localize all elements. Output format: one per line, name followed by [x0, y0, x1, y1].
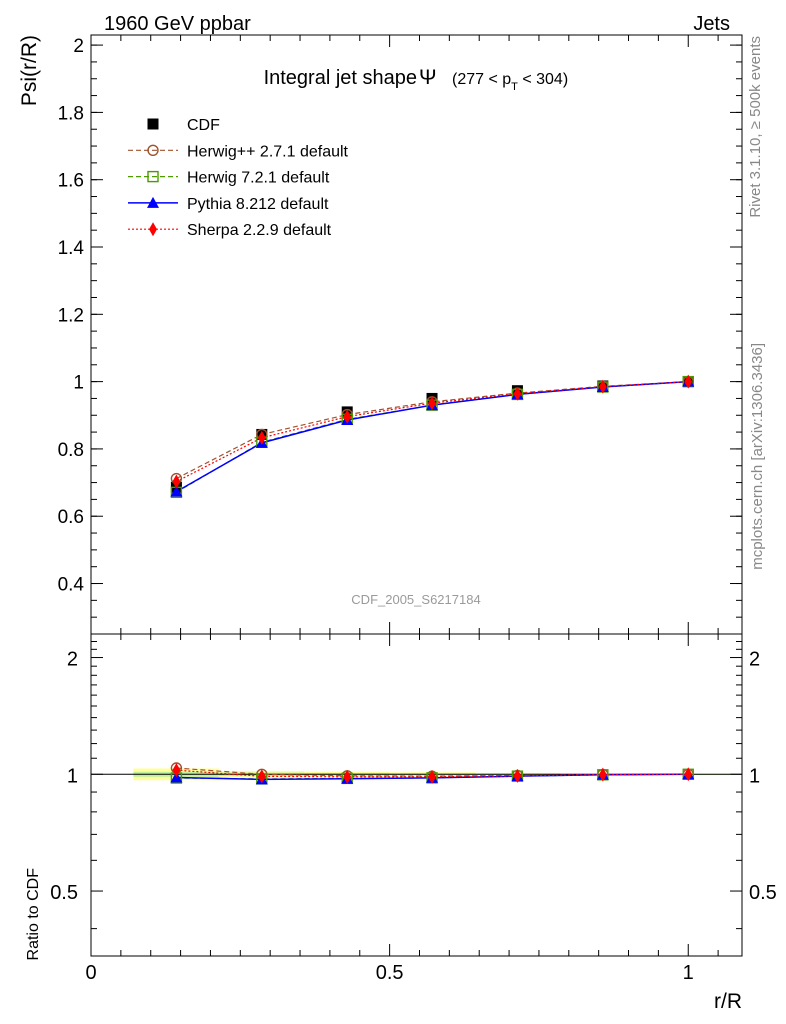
main-y-tick-label: 2 [73, 36, 84, 57]
main-point-sherpa [428, 396, 437, 411]
main-y-tick-label: 0.6 [58, 507, 84, 528]
main-series-layer [170, 374, 695, 499]
ratio-y-axis-label: Ratio to CDF [25, 868, 42, 961]
ratio-y-tick-label-left: 1 [67, 765, 78, 787]
ratio-point-sherpa [513, 768, 522, 783]
legend-marker-herwigpp [147, 144, 159, 157]
ratio-y-tick-label-right: 1 [749, 765, 760, 787]
main-y-tick-label: 1.4 [58, 238, 85, 259]
title-range-sub: T [511, 81, 518, 93]
ratio-y-tick-label-right: 0.5 [749, 882, 777, 904]
ratio-y-tick-label-left: 0.5 [50, 882, 78, 904]
header-left: 1960 GeV ppbar [104, 13, 251, 35]
title-psi-symbol: Ψ [419, 66, 437, 89]
main-point-sherpa [257, 430, 266, 445]
ratio-y-tick-label-left: 2 [67, 649, 78, 671]
ratio-point-sherpa [172, 763, 181, 778]
main-y-axis-label: Psi(r/R) [18, 35, 41, 106]
ratio-point-sherpa [343, 769, 352, 784]
ratio-plot-frame [90, 633, 743, 957]
x-tick-label: 0.5 [376, 962, 404, 984]
legend-marker-sherpa [149, 222, 157, 237]
legend-label-sherpa: Sherpa 2.2.9 default [187, 222, 332, 239]
rivet-version-label: Rivet 3.1.10, ≥ 500k events [747, 36, 764, 218]
x-tick-label: 0 [85, 962, 96, 984]
main-y-tick-label: 0.8 [58, 440, 84, 461]
ratio-y-tick-label-right: 2 [749, 649, 760, 671]
legend-label-herwigpp: Herwig++ 2.7.1 default [187, 143, 349, 160]
ratio-point-sherpa [428, 769, 437, 784]
title-range-close: < 304) [518, 71, 568, 88]
main-y-tick-label: 1.6 [58, 171, 84, 192]
main-y-tick-label: 0.4 [58, 575, 85, 596]
legend-label-pythia: Pythia 8.212 default [187, 196, 329, 213]
header-right: Jets [693, 13, 730, 35]
ratio-axis-ticks: 0.5 0.5 1 1 2 2 0 0.5 1 [50, 634, 777, 984]
x-tick-label: 1 [683, 962, 694, 984]
ratio-point-sherpa [598, 767, 607, 782]
legend: CDF Herwig++ 2.7.1 default Herwig 7.2.1 de… [128, 117, 349, 239]
main-point-sherpa [598, 379, 607, 394]
main-point-sherpa [172, 474, 181, 489]
analysis-watermark: CDF_2005_S6217184 [351, 592, 480, 607]
main-y-tick-label: 1.2 [58, 305, 84, 326]
ratio-point-sherpa [257, 769, 266, 784]
legend-label-cdf: CDF [187, 117, 220, 134]
legend-marker-pythia [147, 196, 159, 208]
legend-marker-cdf [147, 118, 159, 130]
ratio-series-layer [170, 762, 695, 785]
mcplots-reference-label: mcplots.cern.ch [arXiv:1306.3436] [749, 343, 766, 570]
main-y-tick-label: 1.8 [58, 103, 84, 124]
main-point-sherpa [513, 386, 522, 401]
title-pt-range: (277 < pT < 304) [452, 71, 568, 93]
main-title: Integral jet shape [264, 67, 417, 89]
main-y-tick-label: 1 [73, 373, 84, 394]
main-axis-ticks: 0.4 0.6 0.8 1 1.2 1.4 1.6 1.8 2 [58, 35, 742, 635]
main-point-sherpa [343, 409, 352, 424]
main-point-sherpa [684, 374, 693, 389]
title-range-open: (277 < p [452, 71, 511, 88]
legend-marker-herwig7 [147, 170, 159, 183]
main-point-pythia [170, 485, 183, 497]
x-axis-label: r/R [714, 990, 742, 1013]
ratio-point-sherpa [684, 767, 693, 782]
legend-label-herwig7: Herwig 7.2.1 default [187, 170, 330, 187]
